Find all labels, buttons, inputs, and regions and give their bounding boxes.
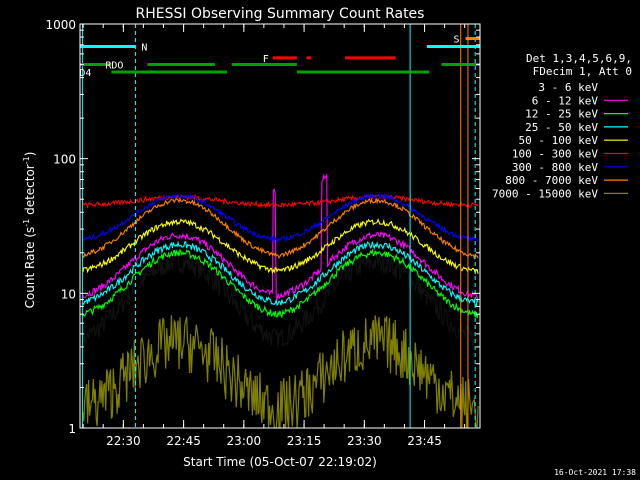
legend-label-6: 300 - 800 keV xyxy=(512,161,598,174)
legend-label-3: 25 - 50 keV xyxy=(525,121,598,134)
timestamp: 16-Oct-2021 17:38 xyxy=(554,468,636,477)
legend-label-7: 800 - 7000 keV xyxy=(505,174,598,187)
status-label-rdo: RDO xyxy=(105,61,123,72)
legend-label-5: 100 - 300 keV xyxy=(512,148,598,161)
status-label-s: S xyxy=(454,35,460,46)
legend-label-2: 12 - 25 keV xyxy=(525,108,598,121)
status-label-rd4: RD4 xyxy=(73,68,91,79)
x-tick-label-0: 22:30 xyxy=(106,434,141,448)
y-tick-label-2: 100 xyxy=(53,153,76,167)
series-line-5 xyxy=(82,193,479,209)
series-line-0 xyxy=(82,252,479,349)
x-tick-label-5: 23:45 xyxy=(407,434,442,448)
plot-frame xyxy=(79,23,481,429)
series-line-4 xyxy=(82,218,479,275)
series-line-3 xyxy=(82,240,479,308)
series-line-7 xyxy=(82,197,479,261)
x-tick-label-4: 23:30 xyxy=(347,434,382,448)
legend-label-8: 7000 - 15000 keV xyxy=(492,187,598,200)
series-line-1 xyxy=(82,173,479,302)
x-axis-label: Start Time (05-Oct-07 22:19:02) xyxy=(183,455,377,469)
x-tick-label-2: 23:00 xyxy=(227,434,262,448)
y-axis-label: Count Rate (s-1 detector-1) xyxy=(22,152,37,309)
series-line-6 xyxy=(82,192,479,244)
legend-header-1: Det 1,3,4,5,6,9, xyxy=(526,52,632,65)
status-label-n: N xyxy=(141,43,147,54)
x-tick-label-1: 22:45 xyxy=(166,434,201,448)
y-tick-label-0: 1 xyxy=(68,422,76,436)
series-line-8 xyxy=(82,315,479,428)
y-tick-label-3: 1000 xyxy=(45,18,76,32)
legend-label-4: 50 - 100 keV xyxy=(519,134,599,147)
x-tick-label-3: 23:15 xyxy=(287,434,322,448)
y-tick-label-1: 10 xyxy=(61,287,76,301)
legend-label-1: 6 - 12 keV xyxy=(532,94,599,107)
series-line-2 xyxy=(82,248,479,319)
status-label-f: F xyxy=(263,54,269,65)
legend-label-0: 3 - 6 keV xyxy=(538,81,598,94)
legend: Det 1,3,4,5,6,9, FDecim 1, Att 0 3 - 6 k… xyxy=(492,52,632,200)
legend-header-2: FDecim 1, Att 0 xyxy=(533,65,632,78)
chart-title: RHESSI Observing Summary Count Rates xyxy=(136,6,425,22)
